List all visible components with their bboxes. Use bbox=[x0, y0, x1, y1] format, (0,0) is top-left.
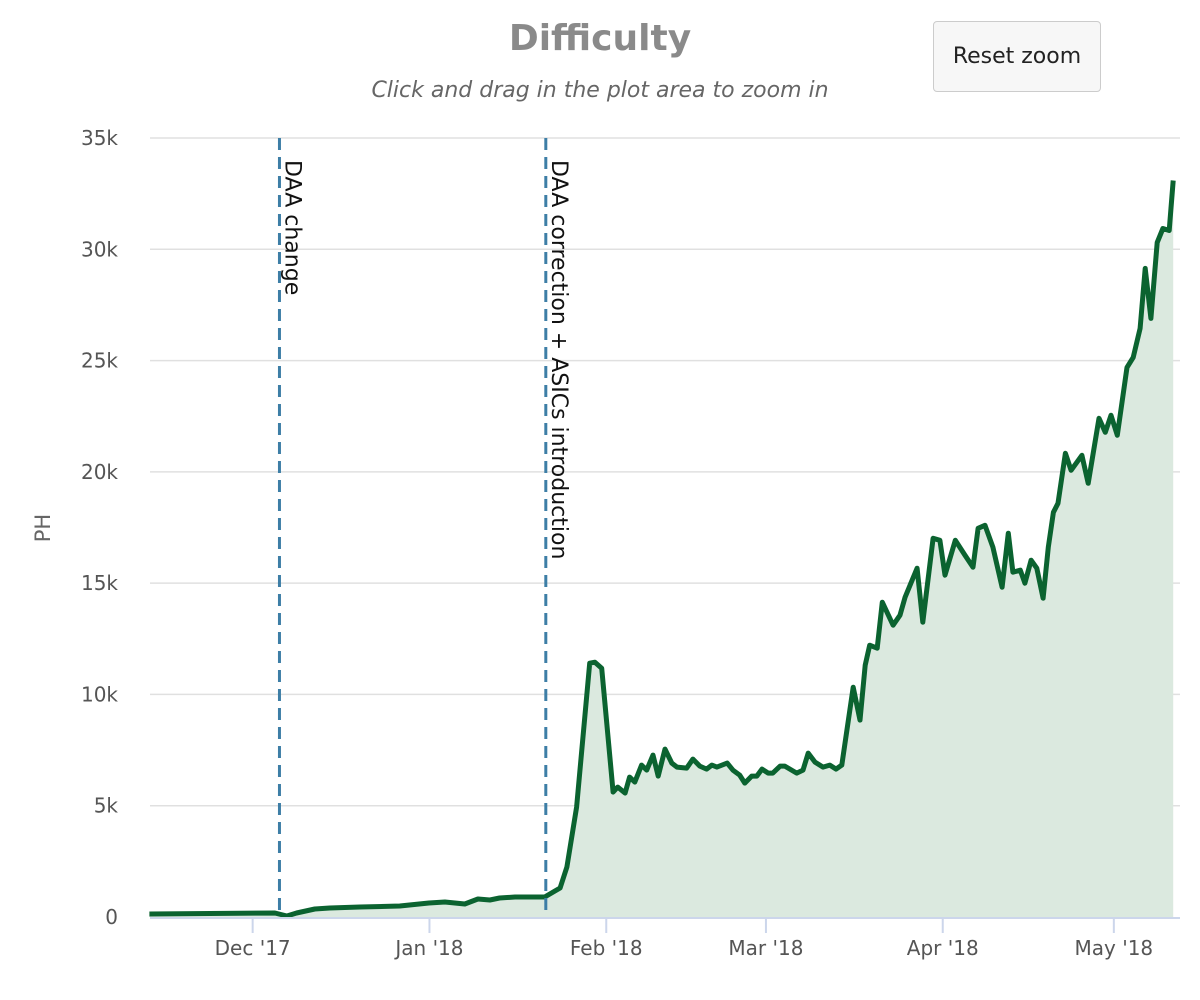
x-tick-label: Feb '18 bbox=[570, 936, 643, 960]
chart-title: Difficulty bbox=[509, 18, 691, 59]
reset-zoom-button[interactable]: Reset zoom bbox=[933, 21, 1101, 92]
plot-line-label: DAA change bbox=[279, 160, 304, 295]
x-axis-labels: Dec '17 Jan '18 Feb '18 Mar '18 Apr '18 May '… bbox=[215, 917, 1154, 960]
x-tick-label: Mar '18 bbox=[728, 936, 803, 960]
y-tick-label: 35k bbox=[81, 126, 118, 150]
series-line[interactable] bbox=[149, 180, 1176, 919]
y-tick-label: 25k bbox=[81, 349, 118, 373]
x-tick-label: May '18 bbox=[1075, 936, 1154, 960]
y-tick-label: 15k bbox=[81, 571, 118, 595]
y-tick-label: 20k bbox=[81, 460, 118, 484]
y-tick-label: 10k bbox=[81, 682, 118, 706]
series-area bbox=[149, 180, 1174, 917]
x-tick-label: Dec '17 bbox=[215, 936, 291, 960]
chart-subtitle: Click and drag in the plot area to zoom … bbox=[371, 78, 828, 103]
y-tick-label: 30k bbox=[81, 237, 118, 261]
y-tick-label: 5k bbox=[94, 794, 119, 818]
plot-line-label: DAA correction + ASICs introduction bbox=[546, 160, 571, 559]
plot-lines: DAA change DAA correction + ASICs introdu… bbox=[277, 138, 571, 917]
x-tick-label: Jan '18 bbox=[393, 936, 463, 960]
x-tick-label: Apr '18 bbox=[907, 936, 979, 960]
y-axis-labels: 0 5k 10k 15k 20k 25k 30k 35k bbox=[81, 126, 118, 929]
grid-lines bbox=[150, 137, 1180, 807]
y-axis-title: PH bbox=[31, 514, 55, 542]
y-tick-label: 0 bbox=[105, 905, 118, 929]
